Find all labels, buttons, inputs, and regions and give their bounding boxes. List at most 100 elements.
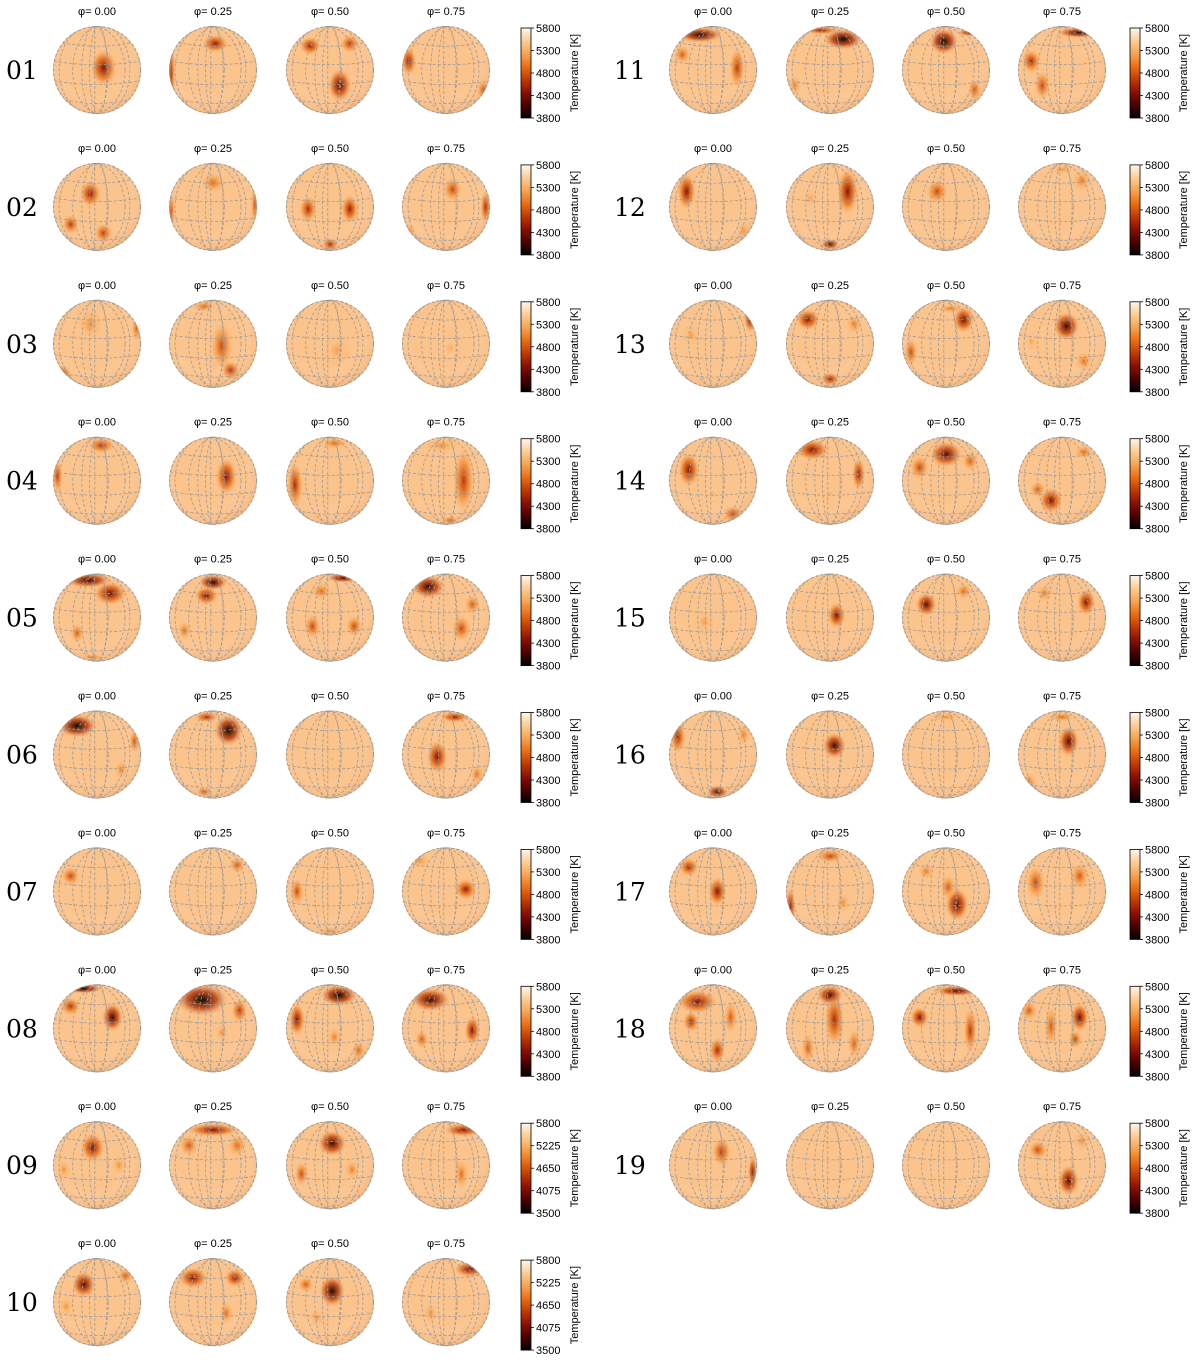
stellar-disk: φ= 0.00 (53, 417, 141, 525)
disk-edge (786, 1121, 874, 1210)
stellar-disk: φ= 0.50 (902, 964, 990, 1073)
colorbar-tick-label: 4300 (1145, 227, 1169, 239)
stellar-disk: φ= 0.50 (902, 143, 990, 251)
disk-edge (1018, 984, 1106, 1073)
coordinate-grid (53, 162, 141, 251)
coordinate-grid (402, 1121, 490, 1210)
disk-edge (669, 710, 757, 799)
colorbar-tick-label: 5800 (536, 434, 560, 446)
temperature-colorbar: 5800 5300 4800 4300 3800 Temperature [K] (1129, 434, 1190, 536)
colorbar-tick-label: 5800 (1145, 160, 1169, 172)
coordinate-grid (902, 573, 990, 662)
row-label: 17 (614, 877, 646, 906)
phase-label: φ= 0.75 (427, 554, 465, 566)
row-label: 10 (6, 1288, 38, 1317)
coordinate-grid (53, 847, 141, 936)
coordinate-grid (53, 984, 141, 1073)
colorbar-scale (520, 1259, 532, 1351)
disk-edge (669, 162, 757, 251)
disk-edge (1018, 26, 1106, 114)
temperature-colorbar: 5800 5300 4800 4300 3800 Temperature [K] (1129, 160, 1190, 262)
disk-edge (286, 984, 374, 1073)
coordinate-grid (286, 162, 374, 251)
stellar-disk: φ= 0.00 (669, 6, 757, 114)
phase-label: φ= 0.00 (78, 6, 116, 18)
disk-edge (902, 847, 990, 936)
phase-label: φ= 0.00 (694, 964, 732, 976)
disk-edge (169, 436, 257, 525)
phase-label: φ= 0.25 (811, 280, 849, 292)
colorbar-title: Temperature [K] (569, 308, 581, 386)
temperature-colorbar: 5800 5300 4800 4300 3800 Temperature [K] (1129, 844, 1190, 946)
colorbar-title: Temperature [K] (569, 445, 581, 523)
map-row-09: 09 φ= 0.00 φ= 0.25 φ= 0.50 φ= 0.75 5800 5225 46… (6, 1101, 581, 1220)
disk-edge (169, 162, 257, 251)
colorbar-tick-label: 4800 (536, 68, 560, 80)
coordinate-grid (669, 26, 757, 114)
row-label: 09 (6, 1151, 38, 1180)
colorbar-tick-label: 4075 (536, 1186, 560, 1198)
stellar-disk: φ= 0.00 (53, 964, 141, 1073)
stellar-disk: φ= 0.75 (402, 280, 490, 388)
coordinate-grid (1018, 299, 1106, 388)
colorbar-tick-label: 3800 (1145, 524, 1169, 536)
coordinate-grid (902, 847, 990, 936)
disk-edge (669, 299, 757, 388)
phase-label: φ= 0.50 (311, 280, 349, 292)
stellar-disk: φ= 0.50 (286, 554, 374, 662)
colorbar-tick-label: 4075 (536, 1323, 560, 1335)
colorbar-tick-label: 4800 (536, 753, 560, 765)
phase-label: φ= 0.75 (1043, 6, 1081, 18)
stellar-disk: φ= 0.25 (786, 280, 874, 388)
colorbar-tick-label: 4650 (536, 1163, 560, 1175)
stellar-disk: φ= 0.50 (286, 827, 374, 936)
colorbar-tick-label: 4300 (536, 364, 560, 376)
disk-edge (169, 26, 257, 114)
stellar-disk: φ= 0.75 (1018, 1101, 1106, 1210)
coordinate-grid (1018, 162, 1106, 251)
disk-edge (169, 299, 257, 388)
row-label: 16 (614, 741, 646, 770)
disk-edge (902, 162, 990, 251)
disk-edge (53, 162, 141, 251)
colorbar-scale (520, 985, 532, 1077)
colorbar-scale (1129, 301, 1141, 393)
colorbar-tick-label: 3800 (1145, 1208, 1169, 1220)
disk-edge (402, 1121, 490, 1210)
phase-label: φ= 0.50 (311, 6, 349, 18)
phase-label: φ= 0.75 (427, 417, 465, 429)
colorbar-tick-label: 4650 (536, 1300, 560, 1312)
row-label: 15 (614, 604, 646, 633)
stellar-disk: φ= 0.25 (786, 964, 874, 1073)
coordinate-grid (402, 710, 490, 799)
disk-edge (53, 299, 141, 388)
colorbar-tick-label: 5800 (1145, 297, 1169, 309)
coordinate-grid (786, 1121, 874, 1210)
phase-label: φ= 0.00 (78, 1238, 116, 1250)
colorbar-tick-label: 5800 (536, 844, 560, 856)
phase-label: φ= 0.75 (1043, 691, 1081, 703)
coordinate-grid (169, 1121, 257, 1210)
colorbar-title: Temperature [K] (1178, 34, 1190, 112)
disk-edge (286, 162, 374, 251)
coordinate-grid (53, 710, 141, 799)
stellar-disk: φ= 0.25 (169, 6, 257, 114)
stellar-disk: φ= 0.25 (169, 1238, 257, 1347)
stellar-disk: φ= 0.75 (1018, 827, 1106, 936)
coordinate-grid (53, 436, 141, 525)
coordinate-grid (169, 984, 257, 1073)
stellar-disk: φ= 0.75 (402, 1101, 490, 1210)
disk-edge (902, 573, 990, 662)
disk-edge (286, 299, 374, 388)
phase-label: φ= 0.75 (427, 1238, 465, 1250)
colorbar-tick-label: 4800 (1145, 205, 1169, 217)
temperature-colorbar: 5800 5300 4800 4300 3800 Temperature [K] (1129, 708, 1190, 810)
colorbar-tick-label: 5800 (1145, 708, 1169, 720)
temperature-colorbar: 5800 5300 4800 4300 3800 Temperature [K] (520, 297, 581, 399)
coordinate-grid (169, 847, 257, 936)
map-row-14: 14 φ= 0.00 φ= 0.25 φ= 0.50 φ= 0.75 5800 5300 48… (614, 417, 1190, 536)
colorbar-tick-label: 5300 (1145, 867, 1169, 879)
map-row-19: 19 φ= 0.00 φ= 0.25 φ= 0.50 φ= 0.75 5800 5300 48… (614, 1101, 1190, 1220)
coordinate-grid (786, 573, 874, 662)
